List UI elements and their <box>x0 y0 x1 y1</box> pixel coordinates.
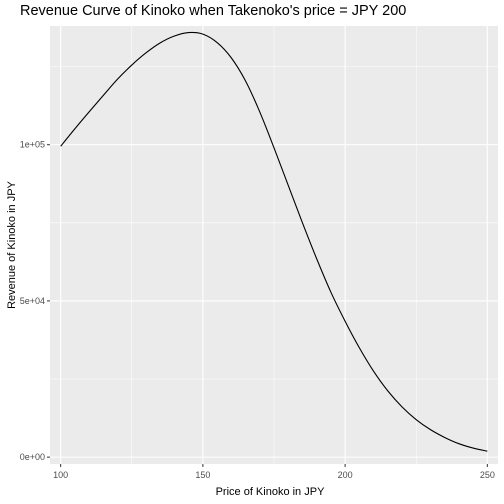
chart-title: Revenue Curve of Kinoko when Takenoko's … <box>20 3 407 19</box>
x-tick-label: 200 <box>338 470 353 480</box>
x-tick-label: 100 <box>53 470 68 480</box>
y-tick-label: 0e+00 <box>20 452 45 462</box>
y-axis-label-wrap: Revenue of Kinoko in JPY <box>5 26 19 464</box>
x-axis-label: Price of Kinoko in JPY <box>215 486 325 498</box>
y-tick-label: 5e+04 <box>20 296 45 306</box>
x-tick-label: 150 <box>195 470 210 480</box>
revenue-curve-line <box>60 31 488 452</box>
y-axis-label: Revenue of Kinoko in JPY <box>6 181 18 309</box>
y-tick-label: 1e+05 <box>20 140 45 150</box>
x-tick-label: 250 <box>480 470 495 480</box>
